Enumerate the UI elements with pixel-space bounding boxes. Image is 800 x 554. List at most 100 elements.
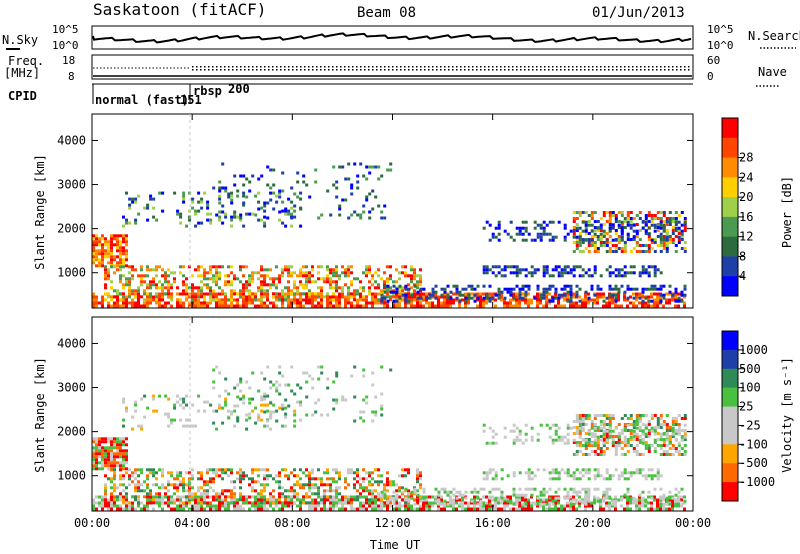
velocity-cell: [674, 502, 678, 506]
velocity-cell: [263, 424, 267, 428]
power-cell: [542, 265, 546, 269]
velocity-cell: [374, 489, 377, 493]
power-cell: [227, 280, 230, 284]
velocity-cell: [236, 477, 239, 481]
power-cell: [128, 301, 131, 305]
velocity-cell: [95, 446, 98, 450]
power-cell: [668, 284, 672, 288]
power-cell: [128, 283, 131, 287]
power-cell: [617, 235, 621, 238]
velocity-cell: [239, 498, 242, 502]
power-cell: [317, 292, 320, 296]
velocity-cell: [566, 441, 570, 445]
velocity-cell: [335, 374, 339, 378]
power-cell: [194, 304, 197, 308]
power-cell: [299, 268, 302, 272]
power-cell: [281, 304, 284, 308]
velocity-cell: [317, 468, 320, 472]
power-cell: [500, 268, 504, 272]
velocity-cell: [518, 501, 521, 505]
power-cell: [488, 223, 492, 227]
power-cell: [608, 214, 612, 217]
power-cell: [329, 301, 332, 305]
velocity-colorbar-tick-label: 1000: [739, 343, 768, 357]
velocity-cell: [584, 447, 588, 450]
velocity-cell: [632, 423, 636, 427]
power-colorbar-tick-label: 16: [739, 210, 753, 224]
power-cell: [677, 220, 681, 224]
power-cell: [482, 226, 486, 230]
velocity-cell: [212, 380, 216, 384]
power-cell: [218, 301, 221, 305]
velocity-cell: [659, 438, 663, 441]
velocity-cell: [335, 489, 338, 493]
power-cell: [128, 206, 132, 210]
power-cell: [545, 287, 549, 291]
power-cell: [611, 238, 615, 242]
velocity-cell: [95, 464, 98, 468]
velocity-cell: [473, 507, 476, 511]
velocity-cell: [182, 495, 185, 499]
power-cell: [143, 206, 147, 210]
velocity-cell: [674, 504, 677, 508]
velocity-cell: [392, 499, 396, 503]
power-cell: [380, 289, 383, 293]
power-cell: [401, 289, 404, 293]
power-cell: [239, 174, 243, 178]
velocity-cell: [104, 440, 107, 444]
velocity-cell: [305, 501, 308, 505]
power-cell: [230, 218, 234, 222]
velocity-cell: [683, 501, 686, 505]
power-cell: [95, 295, 98, 299]
power-cell: [266, 183, 270, 187]
velocity-cell: [545, 498, 548, 502]
velocity-cell: [383, 496, 387, 500]
power-cell: [317, 216, 321, 220]
power-cell: [593, 301, 596, 305]
power-cell: [206, 301, 209, 305]
velocity-cell: [140, 424, 144, 428]
power-cell: [425, 292, 428, 296]
velocity-cell: [653, 441, 657, 444]
velocity-cell: [92, 452, 95, 456]
power-cell: [620, 268, 624, 272]
velocity-cell: [413, 498, 416, 502]
power-cell: [104, 277, 107, 281]
velocity-cell: [218, 492, 221, 496]
velocity-cell: [173, 477, 176, 481]
power-cell: [398, 286, 401, 290]
velocity-cell: [539, 502, 543, 506]
power-cell: [167, 292, 170, 296]
velocity-cell: [605, 438, 609, 442]
power-scatter: [92, 162, 687, 308]
power-cell: [530, 274, 534, 278]
power-cell: [368, 192, 372, 196]
velocity-cell: [419, 499, 423, 503]
velocity-cell: [674, 432, 678, 435]
velocity-cell: [404, 498, 407, 502]
power-cell: [260, 295, 263, 299]
power-cell: [338, 301, 341, 305]
velocity-cell: [257, 498, 260, 502]
power-cell: [140, 280, 143, 284]
velocity-cell: [608, 507, 611, 511]
velocity-cell: [503, 435, 507, 439]
power-cell: [605, 241, 609, 244]
power-cell: [653, 265, 657, 269]
power-cell: [290, 271, 293, 275]
power-cell: [305, 271, 308, 275]
power-cell: [104, 243, 107, 247]
power-cell: [377, 292, 380, 296]
velocity-cell: [611, 502, 615, 506]
velocity-cell: [338, 498, 341, 502]
velocity-cell: [464, 501, 467, 505]
power-cell: [488, 238, 492, 242]
power-cell: [494, 274, 498, 278]
velocity-cell: [572, 453, 576, 456]
velocity-cell: [626, 450, 630, 453]
power-cell: [224, 295, 227, 299]
velocity-cell: [500, 501, 503, 505]
velocity-cell: [641, 423, 645, 426]
power-cell: [389, 162, 393, 166]
velocity-cell: [473, 504, 476, 508]
